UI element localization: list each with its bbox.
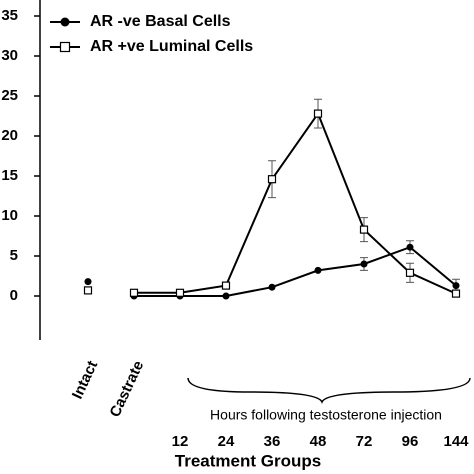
y-tick-label: 15 [1,167,18,184]
point [359,225,369,234]
point [83,286,93,295]
x-tick-label: 144 [443,433,469,450]
point [313,109,323,118]
x-tick-label: 72 [356,433,373,450]
y-tick-label: 25 [1,87,18,104]
point [268,283,276,291]
x-tick-label: 12 [172,433,189,450]
x-axis-label: Treatment Groups [175,451,321,470]
y-tick-label: 30 [1,47,18,64]
y-tick-label: 10 [1,207,18,224]
x-tick-label: Castrate [106,358,147,420]
point [360,260,368,268]
y-tick-label: 0 [10,287,18,304]
point [175,288,185,297]
point [221,281,231,290]
x-tick-label: 24 [218,433,235,450]
point [314,266,322,274]
point [267,175,277,184]
x-tick-label: 36 [264,433,281,450]
legend-label: AR +ve Luminal Cells [90,38,253,55]
legend-marker [59,41,71,53]
series-line [134,246,457,297]
legend-label: AR -ve Basal Cells [90,13,231,30]
y-tick-label: 20 [1,127,18,144]
x-tick-label: 96 [402,433,419,450]
annotation: Hours following testosterone injection [210,407,442,423]
y-tick-label: 5 [10,247,18,264]
legend-marker [60,17,70,27]
point [129,288,139,297]
point [222,292,230,300]
point [452,282,460,290]
point [84,278,92,286]
y-tick-label: 35 [1,7,18,24]
series-line [134,111,457,295]
point [406,243,414,251]
point [405,268,415,277]
point [451,289,461,298]
x-tick-label: 48 [310,433,327,450]
brace [187,377,471,405]
x-tick-label: Intact [69,358,101,401]
